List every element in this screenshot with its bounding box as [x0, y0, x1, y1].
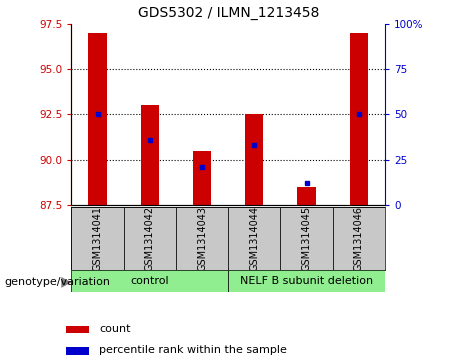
Title: GDS5302 / ILMN_1213458: GDS5302 / ILMN_1213458 — [137, 6, 319, 20]
Bar — [297, 187, 316, 205]
Bar — [193, 151, 211, 205]
Bar — [65, 347, 89, 355]
Bar — [71, 207, 124, 270]
Text: GSM1314045: GSM1314045 — [301, 206, 312, 271]
Text: GSM1314046: GSM1314046 — [354, 206, 364, 271]
Text: GSM1314044: GSM1314044 — [249, 206, 260, 271]
Text: genotype/variation: genotype/variation — [5, 277, 111, 287]
Bar — [71, 270, 228, 292]
Text: GSM1314043: GSM1314043 — [197, 206, 207, 271]
Text: count: count — [99, 324, 130, 334]
Bar — [349, 33, 368, 205]
Text: percentile rank within the sample: percentile rank within the sample — [99, 346, 287, 355]
Text: GSM1314041: GSM1314041 — [93, 206, 103, 271]
Bar — [228, 270, 385, 292]
Bar — [141, 105, 159, 205]
Bar — [245, 114, 264, 205]
Bar — [228, 207, 280, 270]
Bar — [89, 33, 106, 205]
Text: control: control — [130, 276, 169, 286]
Bar — [176, 207, 228, 270]
Text: NELF B subunit deletion: NELF B subunit deletion — [240, 276, 373, 286]
Text: GSM1314042: GSM1314042 — [145, 206, 155, 271]
Polygon shape — [61, 277, 71, 288]
Bar — [333, 207, 385, 270]
Bar — [124, 207, 176, 270]
Bar — [65, 326, 89, 333]
Bar — [280, 207, 333, 270]
